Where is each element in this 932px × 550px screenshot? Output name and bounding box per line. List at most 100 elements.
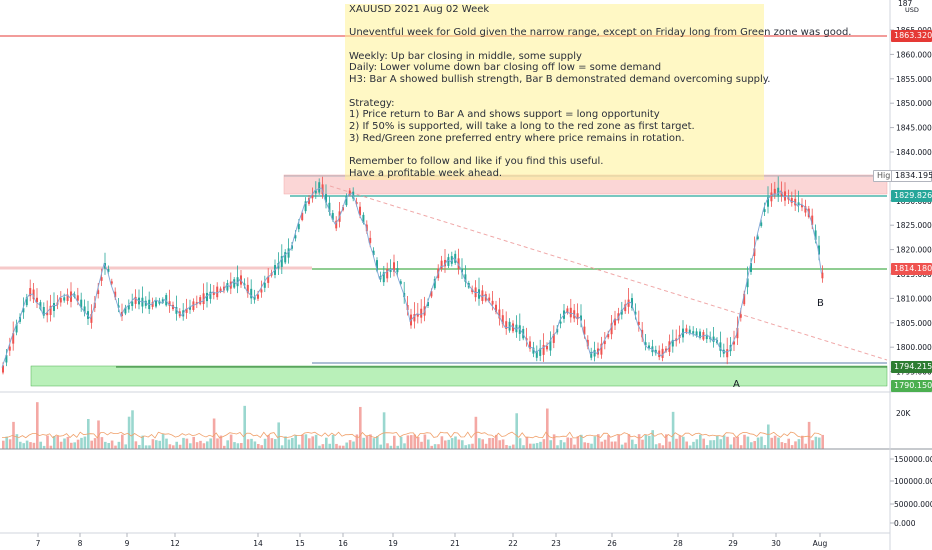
- volume-series[interactable]: [2, 402, 824, 449]
- volume-bar: [73, 442, 76, 449]
- volume-bar: [590, 443, 593, 449]
- volume-bar: [352, 441, 355, 449]
- volume-bar: [617, 434, 620, 449]
- volume-bar: [93, 438, 97, 449]
- candle-body: [267, 276, 270, 283]
- candle-body: [804, 206, 807, 213]
- volume-bar: [614, 441, 617, 449]
- candle-body: [743, 293, 746, 305]
- candle-body: [321, 184, 324, 195]
- volume-bar: [257, 443, 260, 449]
- volume-bar: [807, 421, 811, 449]
- green-mid-price-badge: 1814.180: [891, 263, 932, 275]
- volume-bar: [151, 439, 155, 449]
- candle-body: [76, 295, 79, 301]
- volume-bar: [790, 445, 794, 449]
- volume-bar: [427, 439, 430, 449]
- volume-bar: [335, 443, 338, 449]
- candle-body: [464, 274, 467, 282]
- candle-body: [583, 326, 586, 335]
- price-overlay-line: [1, 187, 822, 368]
- volume-bar: [359, 406, 362, 449]
- trendline-dashed[interactable]: [329, 185, 888, 361]
- volume-bar: [481, 439, 484, 449]
- volume-bar: [345, 442, 348, 449]
- volume-bar: [794, 441, 797, 449]
- candle-body: [32, 289, 35, 300]
- volume-bar: [216, 438, 219, 449]
- candle-body: [257, 294, 259, 299]
- volume-bar: [780, 442, 784, 449]
- note-line: Have a profitable week ahead.: [349, 167, 503, 179]
- candle-body: [246, 284, 249, 294]
- volume-bar: [559, 440, 563, 449]
- volume-bar: [393, 435, 396, 449]
- volume-bar: [338, 445, 342, 449]
- note-line: Strategy:: [349, 97, 395, 109]
- volume-bar: [165, 438, 168, 449]
- candle-body: [328, 202, 331, 212]
- candle-body: [335, 220, 338, 229]
- green-low-price-badge: 1790.150: [891, 380, 932, 392]
- candle-body: [117, 305, 120, 308]
- note-body: Uneventful week for Gold given the narro…: [349, 27, 851, 179]
- candle-body: [559, 321, 562, 324]
- volume-bar: [535, 443, 539, 449]
- candle-body: [226, 283, 229, 291]
- volume-bar: [583, 442, 586, 449]
- candle-body: [206, 292, 208, 302]
- candle-body: [382, 272, 385, 283]
- volume-bar: [539, 441, 542, 449]
- candle-body: [576, 313, 579, 320]
- candle-body: [236, 277, 239, 287]
- volume-bar: [515, 413, 518, 449]
- candle-body: [416, 314, 419, 317]
- volume-bar: [488, 438, 491, 449]
- volume-bar: [722, 435, 726, 449]
- price-tick-label: 1810.000: [896, 294, 932, 303]
- volume-bar: [770, 437, 773, 449]
- time-axis[interactable]: 7 8 9 12 14 15 16 19 21 22 23 26 28 29 30 Aug: [36, 533, 828, 548]
- candle-body: [134, 296, 137, 304]
- teal-level-price-badge: 1829.826: [891, 190, 932, 202]
- candle-body: [753, 248, 756, 257]
- volume-axis[interactable]: 20K: [896, 409, 912, 418]
- volume-bar: [457, 439, 461, 449]
- candle-body: [780, 191, 783, 196]
- time-tick-label: Aug: [813, 539, 828, 548]
- volume-bar: [253, 441, 257, 449]
- volume-bar: [471, 443, 474, 449]
- candle-body: [569, 307, 572, 318]
- volume-bar: [410, 435, 413, 449]
- candlestick-series[interactable]: [2, 176, 824, 375]
- candle-body: [127, 304, 130, 310]
- candle-body: [627, 299, 630, 307]
- volume-bar: [280, 445, 284, 449]
- volume-bar: [467, 444, 471, 449]
- candle-body: [42, 307, 45, 316]
- volume-bar: [321, 444, 325, 449]
- volume-bar: [665, 434, 668, 449]
- volume-bar: [240, 443, 243, 449]
- price-tick-label: 1805.000: [896, 319, 932, 328]
- bar-b-label: B: [817, 298, 824, 309]
- candle-body: [5, 355, 8, 363]
- volume-bar: [131, 410, 134, 449]
- candle-body: [393, 262, 395, 272]
- candle-body: [87, 311, 89, 319]
- volume-bar: [175, 441, 178, 449]
- time-tick-label: 9: [125, 539, 130, 548]
- volume-bar: [209, 438, 212, 449]
- note-line: Daily: Lower volume down bar closing off…: [349, 62, 662, 74]
- lower-pane-axis[interactable]: 150000.000 100000.000 50000.000 0.000: [890, 455, 932, 528]
- note-title: XAUUSD 2021 Aug 02 Week: [349, 4, 490, 15]
- candle-body: [144, 300, 147, 306]
- candle-body: [175, 307, 178, 314]
- volume-bar: [59, 441, 63, 449]
- analysis-note[interactable]: XAUUSD 2021 Aug 02 Week Uneventful week …: [345, 4, 851, 180]
- candle-body: [433, 278, 436, 289]
- volume-bar: [461, 440, 464, 449]
- candle-body: [801, 204, 803, 208]
